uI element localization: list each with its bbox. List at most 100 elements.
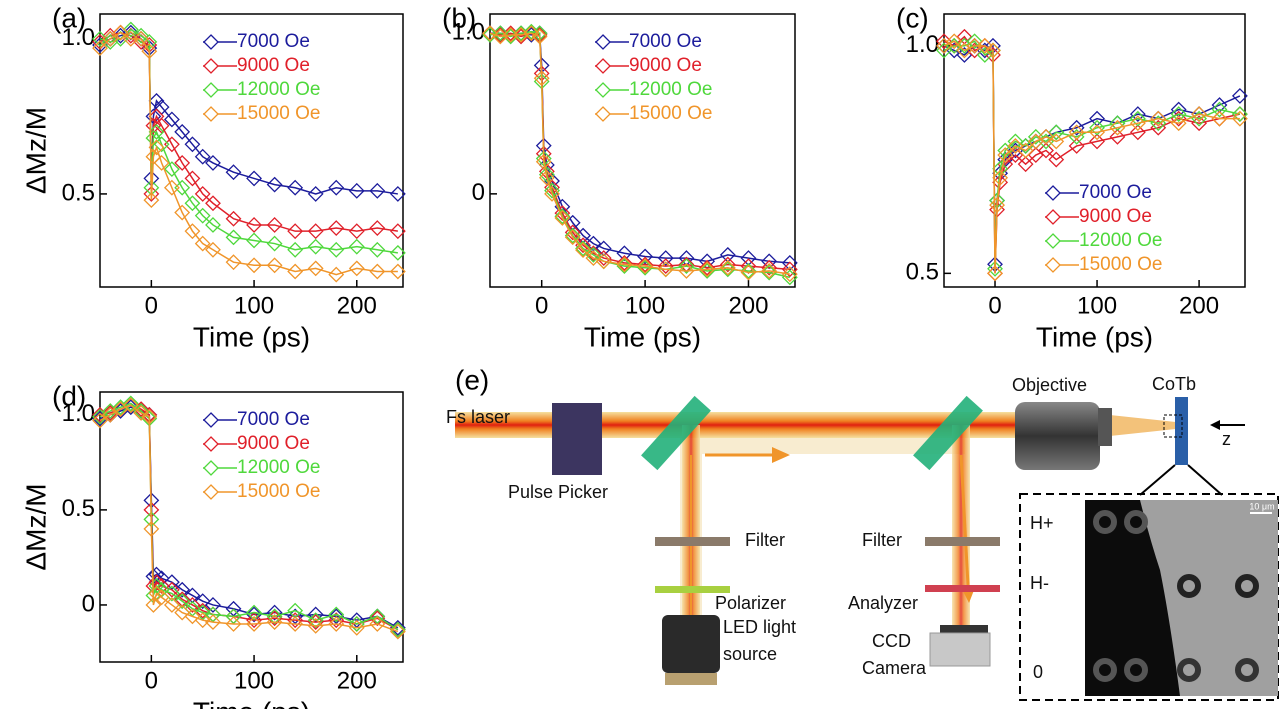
scale-label: 10 μm [1249, 501, 1274, 511]
y-tick-label: 1.0 [62, 400, 95, 427]
label: CoTb [1152, 374, 1196, 394]
filter [655, 537, 730, 546]
x-tick-label: 100 [625, 292, 665, 319]
chart: (a) 0 100 200 0.5 1.0 Time (ps) ΔMz/M 7000 Oe 900… [20, 2, 406, 352]
data-point [1017, 156, 1034, 173]
label: Pulse Picker [508, 482, 608, 502]
data-point [122, 21, 139, 38]
data-point [153, 589, 170, 606]
data-point [287, 616, 304, 632]
legend-label: 12000 Oe [629, 79, 712, 100]
data-point [133, 30, 150, 47]
data-point [554, 210, 571, 226]
y-tick-label: 1.0 [906, 31, 939, 58]
label: Filter [745, 530, 785, 550]
data-point [575, 240, 591, 257]
data-point [544, 185, 560, 202]
legend-label: 7000 Oe [237, 31, 310, 52]
data-point [1007, 138, 1024, 154]
data-point [616, 245, 633, 262]
data-point [307, 260, 324, 277]
data-point [1068, 119, 1085, 136]
data-point [1038, 128, 1054, 145]
data-point [585, 250, 602, 267]
legend-marker [595, 58, 611, 74]
data-point [307, 186, 324, 202]
analyzer [925, 585, 1000, 592]
data-point [482, 25, 498, 42]
data-point [122, 30, 139, 47]
data-point [781, 269, 798, 286]
data-point [637, 258, 654, 275]
legend-label: 7000 Oe [629, 31, 702, 52]
data-point [141, 43, 158, 60]
plot-frame [99, 13, 404, 288]
data-point [92, 30, 108, 47]
x-tick-label: 200 [728, 292, 768, 319]
objective [1098, 408, 1112, 446]
data-point [538, 169, 555, 186]
data-point [1048, 124, 1065, 141]
data-point [328, 220, 345, 236]
data-point [153, 154, 170, 171]
data-point [502, 25, 519, 42]
data-point [369, 616, 386, 632]
data-point [174, 581, 191, 598]
data-point [148, 92, 165, 109]
data-point [369, 220, 386, 236]
data-point [205, 195, 221, 212]
data-point [141, 34, 158, 50]
domain-dots [1093, 510, 1259, 682]
data-point [174, 204, 191, 221]
legend-label: 9000 Oe [237, 55, 310, 76]
data-point [1038, 142, 1054, 159]
data-point [266, 217, 283, 233]
data-point [657, 258, 674, 275]
y-tick-label: 0.5 [62, 495, 95, 522]
data-point [184, 136, 201, 153]
data-point [1109, 119, 1126, 136]
filter [925, 537, 1000, 546]
x-axis-label: Time (ps) [193, 321, 310, 352]
data-point [502, 26, 519, 43]
x-tick-label: 100 [1077, 292, 1117, 319]
data-point [761, 263, 778, 279]
focused-beam [1110, 415, 1185, 436]
data-point [719, 259, 736, 276]
legend-marker [1045, 233, 1061, 249]
data-point [307, 612, 324, 629]
data-point [997, 147, 1014, 163]
data-point [389, 263, 406, 280]
ccd-camera [940, 625, 988, 633]
data-point [174, 154, 191, 171]
y-tick-label: 1.0 [452, 19, 485, 46]
data-point [657, 261, 674, 278]
data-point [153, 117, 170, 134]
data-point [266, 604, 283, 621]
data-point [133, 27, 150, 44]
data-point [740, 264, 757, 281]
data-point [194, 602, 211, 619]
data-point [1089, 119, 1105, 136]
panel-label: (b) [442, 2, 476, 33]
data-point [194, 207, 211, 224]
row-label: H- [1030, 573, 1049, 593]
data-point [369, 263, 386, 280]
data-point [1191, 106, 1208, 123]
legend-label: 7000 Oe [237, 409, 310, 430]
y-tick-label: 0.5 [906, 259, 939, 286]
data-point [307, 238, 324, 255]
label: Camera [862, 658, 927, 678]
series-line [99, 31, 398, 195]
data-point [1109, 115, 1126, 132]
data-point [976, 37, 993, 54]
data-point [112, 30, 129, 47]
data-point [740, 263, 757, 279]
data-point [1231, 106, 1248, 123]
data-point [389, 223, 406, 240]
series-line [489, 30, 791, 279]
data-point [678, 263, 695, 279]
data-point [564, 229, 581, 246]
data-point [992, 169, 1009, 186]
